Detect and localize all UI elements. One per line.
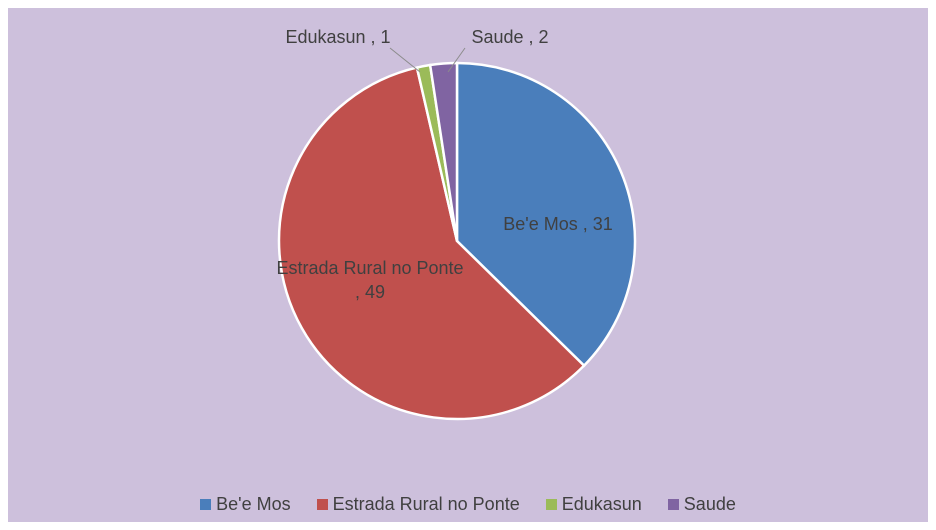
data-label: Edukasun , 1 [285, 27, 391, 47]
leader-line [389, 47, 421, 73]
legend-swatch [200, 499, 212, 510]
legend-swatch [667, 499, 679, 510]
legend-swatch [316, 499, 328, 510]
pie-slice [277, 66, 586, 421]
legend-item: Be'e Mos [200, 494, 291, 515]
pie-slice [455, 61, 637, 368]
legend-label: Be'e Mos [216, 494, 291, 514]
legend-label: Edukasun [561, 494, 642, 514]
data-label: Saude , 2 [471, 27, 549, 47]
legend-item: Edukasun [545, 494, 642, 515]
legend-item: Saude [667, 494, 736, 515]
data-label: Be'e Mos , 31 [503, 214, 613, 234]
leader-line [447, 47, 466, 73]
legend-label: Estrada Rural no Ponte [332, 494, 520, 514]
legend-swatch [545, 499, 557, 510]
pie-slice [428, 61, 459, 242]
data-label: Estrada Rural no Ponte , 49 [276, 258, 464, 302]
legend-label: Saude [683, 494, 736, 514]
legend: Be'e Mos Estrada Rural no Ponte Edukasun Sa… [0, 494, 936, 515]
legend-item: Estrada Rural no Ponte [316, 494, 520, 515]
